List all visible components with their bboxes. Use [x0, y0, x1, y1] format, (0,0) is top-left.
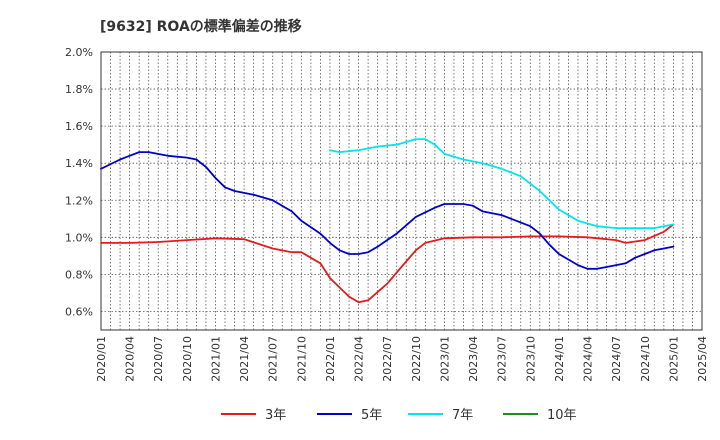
x-tick-label: 2022/07: [381, 336, 394, 382]
series-line-3: [329, 138, 675, 229]
x-tick-label: 2021/01: [209, 336, 222, 382]
x-tick-label: 2022/04: [353, 336, 366, 382]
x-tick-label: 2024/07: [610, 336, 623, 382]
legend-label-2: 5年: [361, 408, 382, 423]
legend-label-3: 7年: [452, 408, 473, 423]
chart-title: [9632] ROAの標準偏差の推移: [100, 19, 302, 35]
x-tick-label: 2024/01: [553, 336, 566, 382]
y-tick-label: 2.0%: [65, 46, 93, 59]
x-tick-label: 2024/04: [582, 336, 595, 382]
x-tick-label: 2023/04: [467, 336, 480, 382]
y-tick-label: 1.4%: [65, 157, 93, 170]
legend-label-1: 3年: [265, 408, 286, 423]
y-tick-label: 0.6%: [65, 305, 93, 318]
x-tick-label: 2021/07: [267, 336, 280, 382]
x-tick-label: 2020/04: [124, 336, 137, 382]
x-tick-label: 2024/10: [639, 336, 652, 382]
x-tick-label: 2023/01: [438, 336, 451, 382]
y-tick-label: 0.8%: [65, 268, 93, 281]
x-tick-label: 2023/10: [524, 336, 537, 382]
y-tick-label: 1.8%: [65, 83, 93, 96]
series-line-2: [100, 151, 675, 270]
x-tick-label: 2020/07: [152, 336, 165, 382]
x-tick-label: 2022/01: [324, 336, 337, 382]
x-tick-label: 2022/10: [410, 336, 423, 382]
y-tick-label: 1.2%: [65, 194, 93, 207]
x-tick-label: 2025/01: [667, 336, 680, 382]
x-tick-label: 2023/07: [496, 336, 509, 382]
x-tick-label: 2021/10: [295, 336, 308, 382]
y-tick-label: 1.0%: [65, 231, 93, 244]
x-tick-label: 2021/04: [238, 336, 251, 382]
plot-area: [101, 52, 702, 330]
plot-frame: [100, 51, 703, 331]
x-tick-label: 2020/10: [181, 336, 194, 382]
series-line-1: [100, 223, 675, 304]
legend-label-4: 10年: [547, 408, 577, 423]
x-tick-label: 2025/04: [696, 336, 709, 382]
y-tick-label: 1.6%: [65, 120, 93, 133]
x-tick-label: 2020/01: [95, 336, 108, 382]
